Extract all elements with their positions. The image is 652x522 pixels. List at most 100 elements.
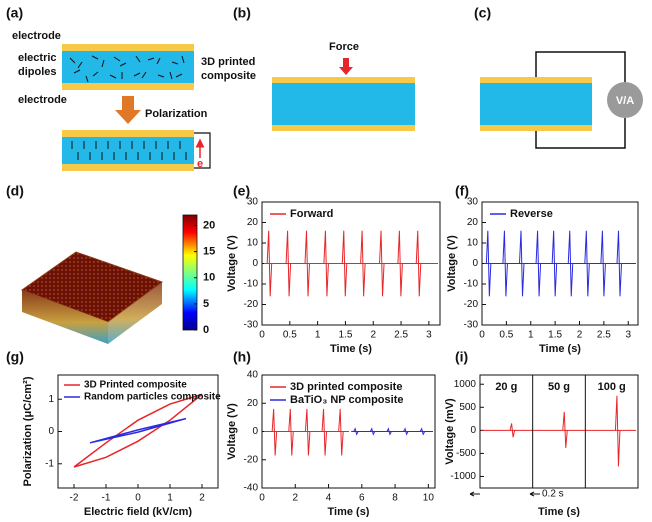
legend-label: Random particles composite [84, 392, 221, 403]
spike [502, 230, 508, 297]
y-tick-label: -20 [244, 454, 259, 465]
spike [600, 230, 606, 297]
spike [616, 230, 622, 297]
y-tick-label: -30 [464, 320, 479, 331]
x-tick-label: 2.5 [394, 330, 408, 341]
y-tick-label: 20 [247, 217, 259, 228]
y-tick-label: 1000 [454, 379, 477, 390]
loop-line [73, 393, 203, 468]
tick-label: 15 [203, 245, 215, 257]
x-tick-label: 10 [423, 493, 435, 504]
y-axis-label: Voltage (V) [226, 235, 238, 292]
x-axis-label: Time (s) [539, 343, 581, 355]
label: dipoles [18, 66, 57, 78]
panel-label: (b) [233, 5, 251, 21]
tick-label: 10 [203, 272, 215, 284]
colorbar [182, 214, 198, 331]
label: V/A [616, 95, 634, 107]
y-tick-label: 10 [467, 238, 479, 249]
x-tick-label: 0 [135, 493, 141, 504]
y-tick-label: 20 [467, 217, 479, 228]
x-tick-label: 2 [292, 493, 298, 504]
spike [360, 230, 366, 297]
x-tick-label: 8 [392, 493, 398, 504]
panel-label: (g) [6, 349, 24, 365]
composite-layer [272, 83, 415, 125]
y-tick-label: 0 [252, 258, 258, 269]
diagram-a: electrode electric dipoles 3D printed co… [12, 30, 256, 171]
label: electric [18, 52, 57, 64]
x-tick-label: 2 [370, 330, 376, 341]
y-tick-label: -1 [45, 458, 54, 469]
spike [485, 230, 492, 297]
label: Polarization [145, 108, 208, 120]
panel-label: (a) [6, 5, 23, 21]
x-tick-label: 1.5 [548, 330, 562, 341]
spike [288, 408, 294, 456]
label: e [197, 158, 203, 170]
section-label: 100 g [598, 381, 626, 393]
loop-line [89, 417, 187, 444]
section-label: 20 g [495, 381, 517, 393]
x-axis-label: Time (s) [328, 506, 370, 517]
arrow [115, 96, 141, 124]
spike [567, 230, 574, 297]
spike [397, 230, 403, 297]
spike [519, 230, 525, 297]
electrode [62, 44, 194, 51]
y-tick-label: -500 [456, 448, 476, 459]
x-axis-label: Time (s) [330, 343, 372, 355]
legend-label: Forward [290, 208, 333, 220]
y-axis-label: Voltage (mV) [444, 398, 456, 465]
electrode [272, 125, 415, 131]
electrode [62, 130, 194, 137]
y-axis-label: Voltage (V) [226, 403, 238, 460]
electrode [272, 77, 415, 83]
x-tick-label: 1 [315, 330, 321, 341]
y-tick-label: 30 [247, 197, 259, 208]
y-tick-label: 40 [247, 370, 259, 381]
panel-label: (d) [6, 183, 24, 199]
x-axis-label: Electric field (kV/cm) [84, 506, 193, 517]
spike [304, 408, 311, 456]
tick-label: 20 [203, 219, 215, 231]
electrode [480, 77, 592, 83]
spike [614, 395, 621, 467]
panel-label: (e) [233, 183, 250, 199]
x-tick-label: 2 [577, 330, 583, 341]
diagram-c: V/A [480, 51, 643, 149]
plot-frame [479, 374, 639, 489]
spike [386, 427, 392, 436]
spike [285, 230, 292, 297]
x-tick-label: 4 [326, 493, 332, 504]
panel-label: (f) [455, 183, 469, 199]
spike [321, 408, 328, 456]
y-tick-label: -10 [244, 279, 259, 290]
x-tick-label: 3 [426, 330, 432, 341]
x-tick-label: 0 [259, 330, 265, 341]
spike [584, 230, 590, 297]
label: composite [201, 70, 256, 82]
legend-label: Reverse [510, 208, 553, 220]
x-tick-label: -2 [70, 493, 79, 504]
panel-labels: (a) (b) (c) (d) (e) (f) (g) (h) (i) [6, 5, 491, 365]
spike [419, 427, 426, 436]
y-axis-label: Voltage (V) [446, 235, 458, 292]
spike [323, 230, 329, 297]
panel-label: (h) [233, 349, 251, 365]
meter [607, 82, 643, 118]
x-tick-label: 0 [479, 330, 485, 341]
panel-label: (i) [455, 349, 468, 365]
legend-label: 3D printed composite [290, 381, 402, 393]
wire [535, 51, 626, 149]
spike [415, 230, 422, 297]
spike [535, 230, 542, 297]
y-tick-label: 10 [247, 238, 259, 249]
electrode [62, 83, 194, 90]
x-tick-label: 0 [259, 493, 265, 504]
x-axis-label: Time (s) [538, 506, 580, 517]
spike [551, 230, 558, 297]
y-tick-label: 1 [48, 394, 54, 405]
composite-layer [62, 51, 194, 83]
